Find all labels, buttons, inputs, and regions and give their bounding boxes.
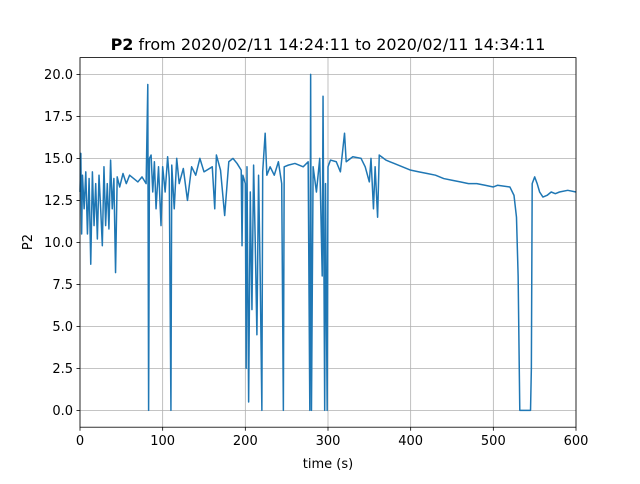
x-tick-label: 100 bbox=[150, 434, 175, 449]
y-tick-label: 7.5 bbox=[52, 278, 73, 293]
axes-frame bbox=[79, 57, 577, 428]
chart-title: P2 from 2020/02/11 14:24:11 to 2020/02/1… bbox=[111, 35, 546, 54]
x-tick-label: 600 bbox=[564, 434, 589, 449]
x-tick-label: 500 bbox=[481, 434, 506, 449]
y-tick-label: 12.5 bbox=[44, 194, 73, 209]
y-tick-label: 10.0 bbox=[44, 236, 73, 251]
title-bold: P2 bbox=[111, 35, 134, 54]
y-tick-label: 17.5 bbox=[44, 110, 73, 125]
x-tick-label: 0 bbox=[76, 434, 84, 449]
y-tick-label: 2.5 bbox=[52, 362, 73, 377]
title-rest: from 2020/02/11 14:24:11 to 2020/02/11 1… bbox=[139, 35, 546, 54]
y-tick-label: 15.0 bbox=[44, 152, 73, 167]
x-tick-label: 200 bbox=[233, 434, 258, 449]
x-tick-label: 400 bbox=[398, 434, 423, 449]
y-axis-label: P2 bbox=[21, 234, 36, 250]
x-tick-label: 300 bbox=[316, 434, 341, 449]
y-tick-label: 5.0 bbox=[52, 320, 73, 335]
data-line bbox=[79, 73, 577, 412]
y-tick-label: 20.0 bbox=[44, 68, 73, 83]
x-axis-label: time (s) bbox=[303, 457, 353, 472]
y-tick-label: 0.0 bbox=[52, 404, 73, 419]
